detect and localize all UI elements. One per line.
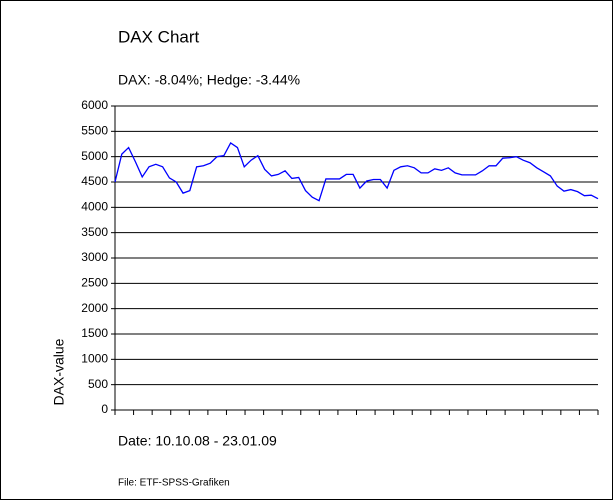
footnote: File: ETF-SPSS-Grafiken [118, 478, 230, 489]
y-tick-label: 4000 [81, 200, 108, 214]
chart-subtitle: DAX: -8.04%; Hedge: -3.44% [118, 72, 300, 88]
x-axis-label: Date: 10.10.08 - 23.01.09 [118, 433, 277, 449]
y-axis-label: DAX-value [51, 338, 67, 405]
y-tick-label: 0 [101, 402, 108, 416]
y-tick-label: 500 [88, 377, 108, 391]
y-tick-label: 6000 [81, 98, 108, 112]
y-tick-label: 2500 [81, 276, 108, 290]
y-tick-label: 4500 [81, 174, 108, 188]
data-line [114, 142, 599, 202]
y-tick-label: 3000 [81, 250, 108, 264]
chart-title: DAX Chart [118, 27, 200, 46]
y-tick-label: 3500 [81, 225, 108, 239]
y-tick-label: 1500 [81, 326, 108, 340]
y-tick-label: 1000 [81, 352, 108, 366]
y-tick-label: 2000 [81, 301, 108, 315]
y-tick-label: 5500 [81, 124, 108, 138]
y-tick-label: 5000 [81, 149, 108, 163]
